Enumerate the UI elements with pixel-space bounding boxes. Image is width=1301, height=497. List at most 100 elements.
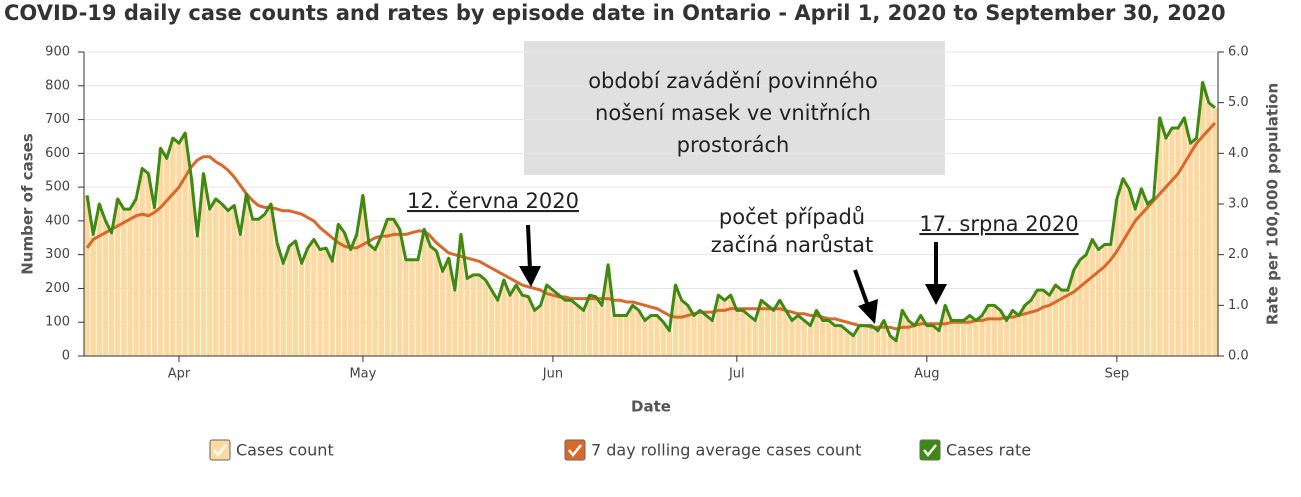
bar xyxy=(758,300,764,356)
bar xyxy=(1089,239,1096,356)
arrows xyxy=(519,224,947,324)
bar xyxy=(544,285,550,356)
bar xyxy=(1132,209,1138,356)
y2-tick-label: 1.0 xyxy=(1228,298,1249,313)
bar xyxy=(550,290,556,356)
bar xyxy=(740,310,746,356)
bar xyxy=(366,244,372,356)
bar xyxy=(605,264,611,356)
bar xyxy=(899,310,905,356)
bar xyxy=(770,310,777,356)
bar xyxy=(372,249,378,356)
bar xyxy=(967,315,973,356)
legend-swatch xyxy=(919,439,941,461)
bar xyxy=(795,315,801,356)
bar xyxy=(268,204,274,356)
bar xyxy=(985,305,991,356)
y-tick-label: 800 xyxy=(45,78,70,93)
bar xyxy=(121,209,127,356)
bar xyxy=(1126,188,1132,356)
bar xyxy=(525,296,532,356)
bar xyxy=(887,335,893,356)
bar xyxy=(439,271,446,356)
bar xyxy=(157,148,164,356)
bar xyxy=(599,305,605,356)
bar xyxy=(709,320,715,356)
y-tick-label: 900 xyxy=(45,45,70,60)
bar xyxy=(323,247,329,356)
plot-area: 0 100 200 300 400 500 600 700 800 900 0.0 1.0 2.0 3.0… xyxy=(45,45,1249,382)
bar xyxy=(850,335,856,356)
bar xyxy=(495,300,501,356)
bar xyxy=(924,325,930,356)
bar xyxy=(170,138,176,356)
bar xyxy=(458,234,464,356)
bar xyxy=(513,285,519,356)
bar xyxy=(1059,290,1065,356)
bar xyxy=(286,246,293,356)
bar xyxy=(90,234,96,356)
bar xyxy=(1009,310,1016,356)
x-tick-label: Apr xyxy=(168,367,191,382)
bar xyxy=(446,258,452,356)
x-axis-title: Date xyxy=(631,398,671,416)
bar xyxy=(819,320,826,356)
line xyxy=(85,121,1217,331)
bar xyxy=(256,219,262,356)
bar xyxy=(617,315,624,356)
bar xyxy=(415,259,421,356)
annotation-text: prostorách xyxy=(677,133,790,157)
bar xyxy=(538,305,544,356)
bar xyxy=(397,229,403,356)
bar xyxy=(746,315,752,356)
annotation-text: začíná narůstat xyxy=(711,233,874,257)
y2-tick-label: 5.0 xyxy=(1228,95,1249,110)
bar xyxy=(1138,188,1145,356)
bar xyxy=(611,315,617,356)
bar xyxy=(1071,269,1077,356)
bar xyxy=(642,320,648,356)
bar xyxy=(648,315,654,356)
bar xyxy=(1114,198,1120,356)
y2-tick-label: 0.0 xyxy=(1228,349,1249,364)
bar xyxy=(789,320,795,356)
bar xyxy=(176,143,182,356)
bar xyxy=(262,214,268,356)
line xyxy=(85,80,1216,343)
bar xyxy=(813,310,820,356)
bar xyxy=(991,305,997,356)
y-axis-title: Number of cases xyxy=(19,133,37,275)
bar xyxy=(507,295,513,356)
y2-tick-label: 2.0 xyxy=(1228,247,1249,262)
bar xyxy=(452,290,458,356)
annotation-text: 12. června 2020 xyxy=(407,189,579,213)
bar xyxy=(1108,244,1114,356)
bar xyxy=(317,249,323,356)
bar xyxy=(1077,259,1083,356)
bar xyxy=(151,207,158,356)
bar xyxy=(930,325,936,356)
bar xyxy=(844,330,850,356)
bar xyxy=(139,168,145,356)
bar xyxy=(409,259,415,356)
bar xyxy=(133,198,139,356)
y2-tick-label: 4.0 xyxy=(1228,146,1249,161)
legend-label: 7 day rolling average cases count xyxy=(591,441,861,460)
bar xyxy=(997,310,1004,356)
bar xyxy=(384,219,391,356)
bar xyxy=(1169,128,1175,356)
bar xyxy=(832,325,838,356)
bar xyxy=(225,210,231,356)
bar xyxy=(721,300,728,356)
bar xyxy=(875,330,881,356)
bar xyxy=(360,195,366,356)
bar xyxy=(482,280,489,356)
x-tick-label: Sep xyxy=(1105,367,1130,382)
bar xyxy=(734,310,740,356)
bar xyxy=(292,241,299,356)
legend-check xyxy=(568,444,582,458)
bar xyxy=(476,274,483,356)
bar xyxy=(623,315,630,356)
bar xyxy=(752,320,758,356)
